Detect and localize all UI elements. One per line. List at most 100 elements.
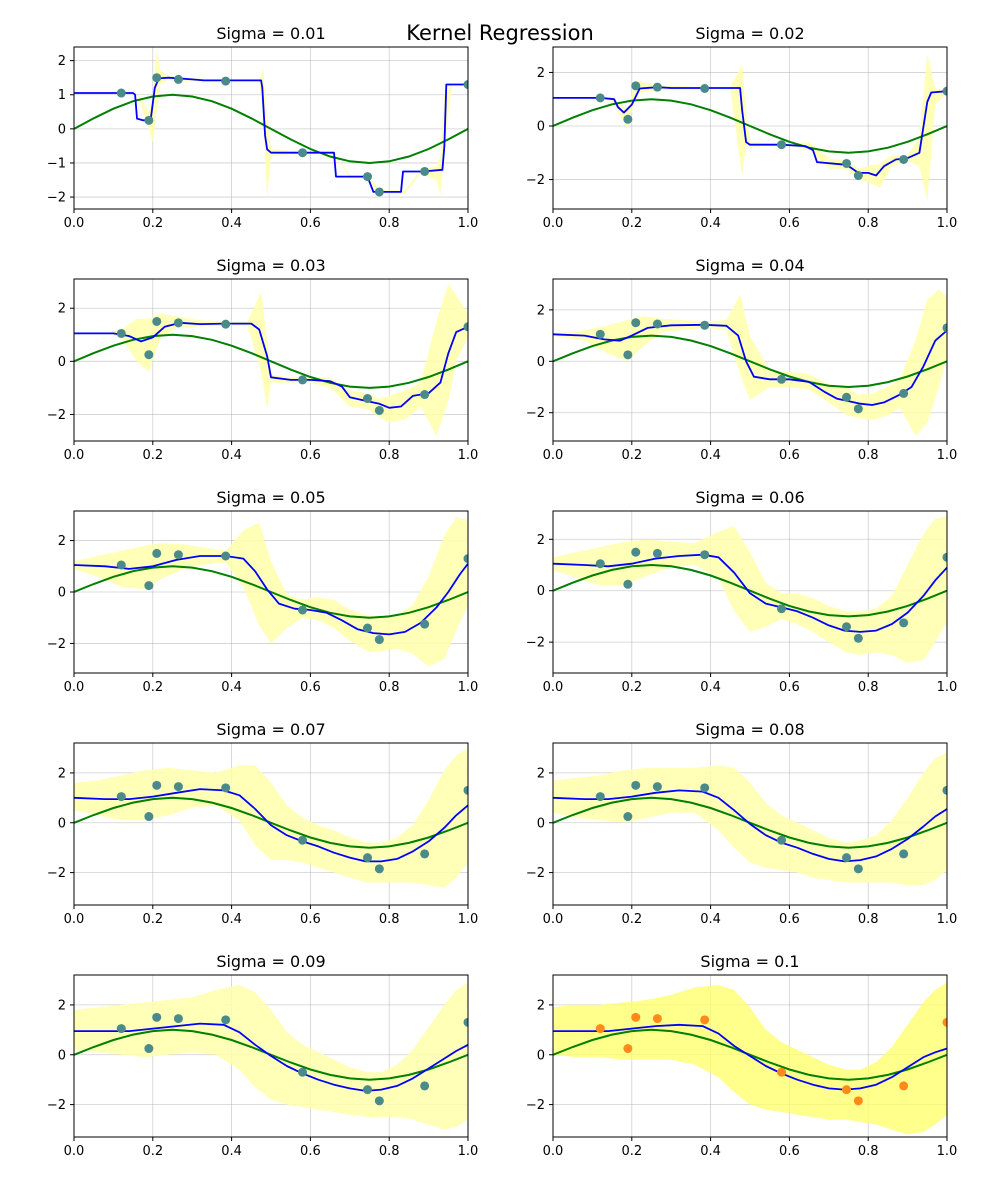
- y-tick-label: −2: [47, 1098, 66, 1113]
- panel-title: Sigma = 0.08: [695, 720, 804, 739]
- data-point: [777, 374, 787, 384]
- data-point: [298, 148, 308, 158]
- axes-frame: [73, 278, 469, 442]
- data-point: [623, 350, 633, 360]
- x-tick-label: 0.0: [543, 216, 564, 231]
- uncertainty-band: [74, 284, 468, 436]
- data-point: [173, 74, 183, 84]
- x-tick-label: 0.0: [64, 680, 85, 695]
- panel-3: 0.0 0.2 0.4 0.6 0.8 1.0 −2 0 2 Sigma = 0.03: [47, 256, 479, 463]
- data-point: [842, 853, 852, 863]
- plot-area: [74, 748, 468, 888]
- x-tick-label: 0.0: [543, 680, 564, 695]
- data-point: [777, 604, 787, 614]
- data-point: [842, 622, 852, 632]
- x-tick-label: 0.8: [379, 680, 400, 695]
- data-point: [420, 849, 430, 859]
- data-point: [463, 1017, 468, 1027]
- x-tick-label: 0.4: [221, 1144, 242, 1159]
- data-point: [777, 1067, 787, 1077]
- uncertainty-band: [553, 289, 947, 436]
- x-tick-label: 0.8: [379, 1144, 400, 1159]
- kernel-fit-line: [553, 86, 947, 177]
- plot-area: [74, 982, 468, 1130]
- x-tick-label: 1.0: [937, 448, 958, 463]
- y-tick-label: 2: [58, 534, 66, 549]
- data-point: [700, 84, 710, 94]
- axes-frame: [73, 46, 469, 210]
- x-tick-label: 0.6: [300, 912, 321, 927]
- x-tick-label: 0.2: [621, 448, 642, 463]
- axes-frame: [552, 278, 948, 442]
- data-point: [942, 552, 947, 562]
- y-tick-label: 2: [58, 302, 66, 317]
- x-tick-label: 0.2: [142, 912, 163, 927]
- panel-title: Sigma = 0.01: [216, 24, 325, 43]
- uncertainty-band: [74, 748, 468, 888]
- data-point: [595, 93, 605, 103]
- data-point: [842, 158, 852, 168]
- data-point: [700, 320, 710, 330]
- data-point: [853, 404, 863, 414]
- panel-6: 0.0 0.2 0.4 0.6 0.8 1.0 −2 0 2 Sigma = 0.06: [526, 488, 958, 695]
- x-tick-label: 1.0: [937, 216, 958, 231]
- true-function-line: [74, 796, 468, 849]
- data-point: [777, 140, 787, 150]
- x-tick-label: 1.0: [458, 448, 479, 463]
- data-point: [374, 635, 384, 645]
- data-point: [363, 394, 373, 404]
- x-tick-label: 0.6: [779, 448, 800, 463]
- data-point: [853, 633, 863, 643]
- x-tick-label: 1.0: [458, 216, 479, 231]
- data-point: [144, 1044, 154, 1054]
- data-point: [652, 782, 662, 792]
- data-point: [116, 328, 126, 338]
- y-tick-label: 0: [537, 584, 545, 599]
- y-tick-label: 1: [58, 88, 66, 103]
- data-point: [652, 548, 662, 558]
- data-point: [842, 1085, 852, 1095]
- x-tick-label: 0.0: [64, 216, 85, 231]
- x-tick-label: 0.6: [779, 1144, 800, 1159]
- y-tick-label: 2: [58, 998, 66, 1013]
- data-point: [144, 350, 154, 360]
- y-tick-label: 0: [58, 122, 66, 137]
- x-tick-label: 0.8: [379, 912, 400, 927]
- data-point: [899, 1081, 909, 1091]
- uncertainty-band: [74, 50, 468, 198]
- y-tick-label: 0: [537, 355, 545, 370]
- data-point: [298, 375, 308, 385]
- data-point: [363, 853, 373, 863]
- axes-frame: [552, 742, 948, 906]
- data-point: [899, 388, 909, 398]
- data-point: [221, 319, 231, 329]
- data-point: [420, 619, 430, 629]
- panel-4: 0.0 0.2 0.4 0.6 0.8 1.0 −2 0 2 Sigma = 0.04: [526, 256, 958, 463]
- data-point: [420, 166, 430, 176]
- panel-title: Sigma = 0.06: [695, 488, 804, 507]
- plot-area: [553, 753, 947, 886]
- y-tick-label: 0: [537, 1048, 545, 1063]
- axes-frame: [73, 742, 469, 906]
- true-function-line: [74, 1028, 468, 1081]
- x-tick-label: 1.0: [458, 1144, 479, 1159]
- data-point: [374, 864, 384, 874]
- x-tick-label: 0.4: [221, 912, 242, 927]
- data-point: [899, 618, 909, 628]
- panel-5: 0.0 0.2 0.4 0.6 0.8 1.0 −2 0 2 Sigma = 0.05: [47, 488, 479, 695]
- data-point: [116, 88, 126, 98]
- plot-area: [553, 516, 947, 663]
- data-point: [631, 547, 641, 557]
- axes-frame: [552, 46, 948, 210]
- x-tick-label: 0.4: [700, 216, 721, 231]
- uncertainty-band: [553, 982, 947, 1135]
- panel-title: Sigma = 0.07: [216, 720, 325, 739]
- data-point: [298, 1067, 308, 1077]
- data-point: [363, 172, 373, 182]
- data-point: [631, 1012, 641, 1022]
- data-point: [853, 864, 863, 874]
- true-function-line: [553, 98, 947, 154]
- data-point: [374, 405, 384, 415]
- x-tick-label: 0.4: [221, 680, 242, 695]
- data-point: [942, 1017, 947, 1027]
